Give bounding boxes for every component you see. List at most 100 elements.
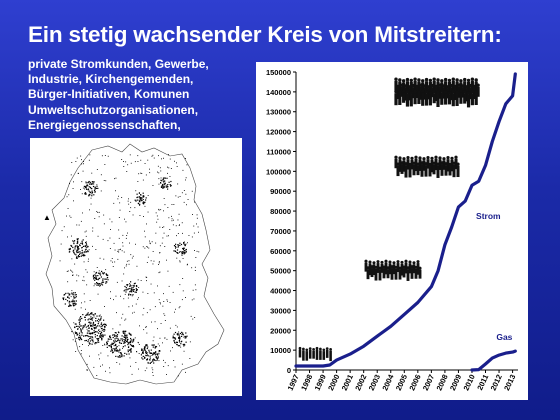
customer-dot bbox=[146, 359, 148, 361]
customer-dot bbox=[101, 155, 103, 157]
customer-dot bbox=[137, 155, 139, 157]
north-arrow-icon: ▲ bbox=[43, 213, 51, 222]
person-head bbox=[432, 161, 436, 165]
customer-dot bbox=[170, 350, 171, 352]
customer-dot bbox=[154, 346, 156, 348]
person-head bbox=[368, 260, 372, 264]
customer-dot bbox=[81, 249, 83, 251]
customer-dot bbox=[161, 180, 163, 182]
customer-dot bbox=[105, 324, 107, 326]
customer-dot bbox=[85, 235, 87, 237]
customer-dot bbox=[181, 335, 183, 337]
customer-dot bbox=[152, 185, 154, 186]
person-body bbox=[414, 268, 418, 279]
person-head bbox=[394, 265, 398, 269]
customer-dot bbox=[74, 340, 76, 342]
person-head bbox=[404, 259, 408, 263]
customer-dot bbox=[87, 330, 89, 332]
person-head bbox=[411, 83, 415, 88]
customer-dot bbox=[130, 294, 132, 296]
person-head bbox=[428, 162, 432, 167]
customer-dot bbox=[109, 218, 111, 220]
y-tick-label: 60000 bbox=[270, 247, 291, 256]
customer-dot bbox=[119, 363, 121, 365]
customer-dot bbox=[125, 161, 127, 163]
person-body bbox=[424, 93, 429, 106]
customer-dot bbox=[80, 330, 82, 332]
customer-dot bbox=[175, 250, 177, 253]
customer-dot bbox=[130, 290, 132, 292]
customer-dot bbox=[179, 332, 181, 335]
customer-dot bbox=[142, 291, 144, 293]
customer-dot bbox=[81, 247, 83, 249]
customer-dot bbox=[87, 189, 89, 191]
customer-dot bbox=[117, 338, 119, 340]
customer-dot bbox=[100, 326, 102, 328]
customer-dot bbox=[100, 325, 102, 327]
customer-dot bbox=[97, 282, 99, 285]
customer-dot bbox=[105, 282, 107, 284]
customer-dot bbox=[81, 338, 83, 341]
customer-dot bbox=[71, 235, 72, 237]
customer-dot bbox=[131, 345, 133, 347]
customer-dot bbox=[124, 352, 126, 354]
customer-dot bbox=[77, 240, 79, 242]
customer-dot bbox=[135, 289, 138, 292]
customer-dot bbox=[122, 346, 124, 348]
person-body bbox=[409, 94, 413, 107]
customer-dot bbox=[99, 335, 101, 337]
customer-dot bbox=[133, 289, 135, 291]
y-tick-label: 140000 bbox=[266, 88, 291, 97]
customer-dot bbox=[89, 314, 91, 316]
customer-dot bbox=[152, 359, 154, 361]
customer-dot bbox=[100, 365, 101, 367]
customer-dot bbox=[173, 250, 175, 252]
person-head bbox=[417, 90, 421, 95]
customer-dot bbox=[155, 212, 157, 214]
person-body bbox=[466, 82, 471, 93]
customer-dot bbox=[103, 180, 105, 181]
customer-dot bbox=[171, 204, 173, 205]
customer-dot bbox=[74, 263, 76, 265]
person-body bbox=[455, 81, 459, 92]
customer-dot bbox=[163, 198, 165, 199]
customer-dot bbox=[185, 249, 187, 251]
customer-dot bbox=[74, 253, 76, 255]
customer-dot bbox=[93, 194, 95, 196]
customer-dot bbox=[160, 303, 161, 305]
customer-dot bbox=[70, 305, 72, 307]
customer-dot bbox=[184, 337, 186, 339]
customer-dot bbox=[84, 192, 86, 194]
customer-dot bbox=[94, 191, 96, 193]
customer-dot bbox=[130, 339, 132, 341]
customer-dot bbox=[190, 315, 192, 317]
customer-dot bbox=[179, 306, 181, 308]
customer-dot bbox=[123, 341, 125, 343]
customer-dot bbox=[178, 336, 180, 339]
customer-dot bbox=[110, 344, 112, 346]
customer-dot bbox=[99, 320, 101, 321]
person-body bbox=[402, 82, 406, 95]
person-head bbox=[312, 348, 315, 351]
customer-dot bbox=[82, 328, 84, 330]
customer-dot bbox=[78, 248, 80, 250]
customer-dot bbox=[93, 324, 95, 326]
customer-dot bbox=[166, 374, 167, 375]
customer-dot bbox=[92, 317, 94, 319]
y-tick-label: 120000 bbox=[266, 128, 291, 137]
person-head bbox=[422, 84, 427, 88]
customer-dot bbox=[129, 284, 131, 286]
customer-dot bbox=[98, 336, 100, 338]
customer-dot bbox=[69, 183, 70, 184]
customer-dot bbox=[72, 271, 74, 273]
customer-dot bbox=[149, 172, 151, 174]
customer-dot bbox=[162, 227, 163, 228]
person-head bbox=[405, 77, 410, 82]
customer-dot bbox=[178, 337, 180, 339]
customer-dot bbox=[128, 346, 130, 348]
customer-dot bbox=[186, 164, 188, 166]
person-body bbox=[446, 159, 450, 172]
customer-dot bbox=[143, 201, 145, 203]
customer-dot bbox=[100, 283, 102, 285]
customer-dot bbox=[183, 251, 185, 254]
